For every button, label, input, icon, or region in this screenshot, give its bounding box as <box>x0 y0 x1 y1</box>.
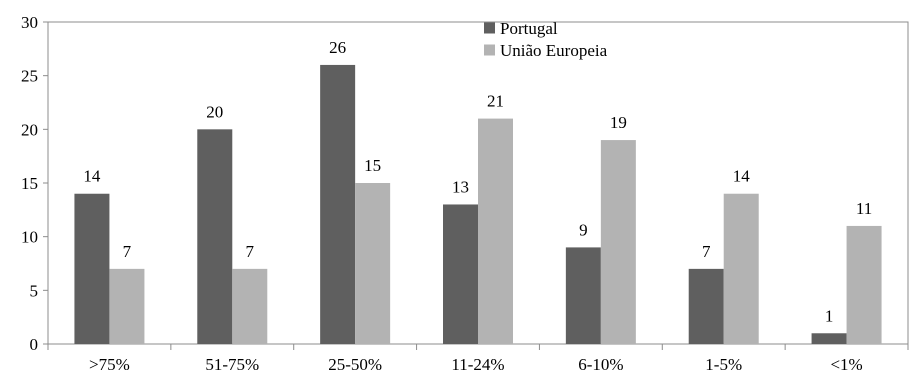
data-label: 14 <box>733 167 751 186</box>
x-tick-label: 6-10% <box>578 355 623 374</box>
bar <box>232 268 268 344</box>
bar <box>74 193 110 344</box>
bar <box>197 129 233 344</box>
data-label: 26 <box>329 38 346 57</box>
x-tick-label: <1% <box>830 355 862 374</box>
bar <box>355 183 391 344</box>
data-label: 11 <box>856 199 872 218</box>
data-label: 7 <box>123 242 132 261</box>
legend-label: União Europeia <box>500 41 608 60</box>
y-tick-label: 20 <box>21 120 38 139</box>
x-axis: >75% 51-75% 25-50% 11-24% 6-10% 1-5% <1% <box>47 344 909 374</box>
x-tick-label: >75% <box>89 355 130 374</box>
bar <box>565 247 601 344</box>
bar <box>688 268 724 344</box>
legend: Portugal União Europeia <box>484 19 608 60</box>
x-tick-label: 51-75% <box>205 355 259 374</box>
bar <box>320 64 356 344</box>
data-label: 15 <box>364 156 381 175</box>
x-tick-label: 11-24% <box>451 355 504 374</box>
y-tick-label: 0 <box>30 335 39 354</box>
bar <box>443 204 478 344</box>
x-tick-label: 1-5% <box>705 355 742 374</box>
data-label: 21 <box>487 92 504 111</box>
legend-swatch <box>484 44 495 56</box>
bar <box>811 333 847 344</box>
y-tick-label: 30 <box>21 13 38 32</box>
data-label: 7 <box>702 242 711 261</box>
y-tick-label: 5 <box>30 281 39 300</box>
y-tick-label: 15 <box>21 174 38 193</box>
bar <box>478 118 513 344</box>
bar <box>600 140 636 344</box>
legend-label: Portugal <box>500 19 558 38</box>
y-tick-label: 25 <box>21 67 38 86</box>
bar <box>723 193 759 344</box>
data-label: 14 <box>83 167 101 186</box>
data-label: 13 <box>452 177 469 196</box>
data-label: 1 <box>825 306 834 325</box>
bar <box>846 225 882 344</box>
data-label: 20 <box>206 102 223 121</box>
x-tick-label: 25-50% <box>328 355 382 374</box>
data-label: 7 <box>246 242 255 261</box>
data-label: 9 <box>579 220 588 239</box>
data-label: 19 <box>610 113 627 132</box>
y-axis: 0 5 10 15 20 25 30 <box>21 13 48 354</box>
legend-swatch <box>484 22 495 34</box>
bar <box>109 268 145 344</box>
y-tick-label: 10 <box>21 228 38 247</box>
bars <box>74 64 882 344</box>
